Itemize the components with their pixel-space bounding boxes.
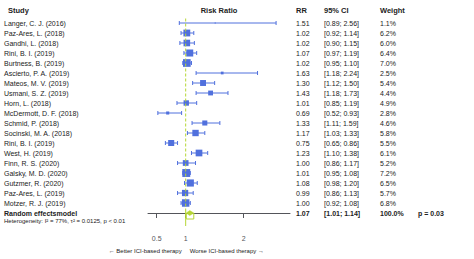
svg-text:0.75: 0.75 — [296, 140, 310, 147]
svg-text:1.02: 1.02 — [296, 30, 310, 37]
svg-text:[0.90; 1.15]: [0.90; 1.15] — [324, 40, 359, 48]
svg-text:[0.97; 1.19]: [0.97; 1.19] — [324, 50, 359, 58]
svg-text:5.2%: 5.2% — [380, 160, 396, 167]
svg-text:Random effectsmodel: Random effectsmodel — [4, 210, 77, 217]
svg-text:[1.03; 1.33]: [1.03; 1.33] — [324, 130, 359, 138]
svg-text:[1.01; 1.14]: [1.01; 1.14] — [324, 210, 360, 218]
svg-text:Motzer, R. J. (2019): Motzer, R. J. (2019) — [4, 200, 65, 208]
svg-text:1.07: 1.07 — [296, 210, 310, 217]
svg-text:0.69: 0.69 — [296, 110, 310, 117]
svg-text:Weight: Weight — [380, 6, 405, 15]
svg-text:Gandhi, L. (2018): Gandhi, L. (2018) — [4, 40, 58, 48]
svg-text:1.1%: 1.1% — [380, 20, 396, 27]
svg-text:[1.12; 1.50]: [1.12; 1.50] — [324, 80, 359, 88]
svg-text:Heterogeneity: I² = 77%, τ² =: Heterogeneity: I² = 77%, τ² = 0.0125, p … — [4, 218, 126, 224]
svg-text:[1.11; 1.59]: [1.11; 1.59] — [324, 120, 359, 128]
svg-text:1.08: 1.08 — [296, 180, 310, 187]
svg-text:7.0%: 7.0% — [380, 60, 396, 67]
svg-text:Galsky, M. D. (2020): Galsky, M. D. (2020) — [4, 170, 68, 178]
svg-text:4.6%: 4.6% — [380, 120, 396, 127]
svg-text:Usmani, S. Z. (2019): Usmani, S. Z. (2019) — [4, 90, 69, 98]
svg-text:Horn, L. (2018): Horn, L. (2018) — [4, 100, 51, 108]
svg-text:Rini, B. I. (2019): Rini, B. I. (2019) — [4, 50, 55, 58]
svg-text:1.51: 1.51 — [296, 20, 310, 27]
svg-text:95% CI: 95% CI — [324, 6, 349, 15]
svg-text:1.17: 1.17 — [296, 130, 310, 137]
svg-text:Paz-Ares, L. (2018): Paz-Ares, L. (2018) — [4, 30, 65, 38]
svg-text:7.2%: 7.2% — [380, 170, 396, 177]
svg-text:4.4%: 4.4% — [380, 90, 396, 97]
svg-text:← Better ICI-based therapy: ← Better ICI-based therapy — [109, 248, 182, 254]
svg-text:6.8%: 6.8% — [380, 200, 396, 207]
svg-text:1.01: 1.01 — [296, 170, 310, 177]
svg-text:[0.86; 1.17]: [0.86; 1.17] — [324, 160, 359, 168]
svg-text:West, H. (2019): West, H. (2019) — [4, 150, 53, 158]
svg-text:[1.10; 1.38]: [1.10; 1.38] — [324, 150, 359, 158]
svg-text:5.5%: 5.5% — [380, 140, 396, 147]
svg-text:1.00: 1.00 — [296, 160, 310, 167]
svg-text:2.5%: 2.5% — [380, 70, 396, 77]
svg-text:Langer, C. J. (2016): Langer, C. J. (2016) — [4, 20, 66, 28]
svg-text:4.9%: 4.9% — [380, 100, 396, 107]
svg-text:1.00: 1.00 — [296, 200, 310, 207]
svg-text:[0.52; 0.93]: [0.52; 0.93] — [324, 110, 359, 118]
svg-text:[0.65; 0.86]: [0.65; 0.86] — [324, 140, 359, 148]
svg-text:6.4%: 6.4% — [380, 50, 396, 57]
svg-text:1.30: 1.30 — [296, 80, 310, 87]
svg-text:[0.86; 1.13]: [0.86; 1.13] — [324, 190, 359, 198]
svg-text:[0.92; 1.08]: [0.92; 1.08] — [324, 200, 359, 208]
svg-text:1.63: 1.63 — [296, 70, 310, 77]
svg-text:[0.95; 1.10]: [0.95; 1.10] — [324, 60, 359, 68]
svg-text:Gutzmer, R. (2020): Gutzmer, R. (2020) — [4, 180, 64, 188]
svg-text:Rini, B. I. (2019): Rini, B. I. (2019) — [4, 140, 55, 148]
svg-text:1.33: 1.33 — [296, 120, 310, 127]
svg-text:Risk Ratio: Risk Ratio — [201, 6, 238, 15]
svg-text:Ascierto, P. A. (2019): Ascierto, P. A. (2019) — [4, 70, 69, 78]
svg-text:Mateos, M. V. (2019): Mateos, M. V. (2019) — [4, 80, 69, 88]
svg-text:Finn, R. S. (2020): Finn, R. S. (2020) — [4, 160, 59, 168]
svg-text:RR: RR — [296, 6, 307, 15]
svg-text:[0.85; 1.19]: [0.85; 1.19] — [324, 100, 359, 108]
svg-text:1.23: 1.23 — [296, 150, 310, 157]
svg-text:5.4%: 5.4% — [380, 80, 396, 87]
svg-text:1: 1 — [184, 235, 188, 242]
svg-text:1.02: 1.02 — [296, 60, 310, 67]
svg-text:2.8%: 2.8% — [380, 110, 396, 117]
svg-text:1.43: 1.43 — [296, 90, 310, 97]
svg-text:5.7%: 5.7% — [380, 190, 396, 197]
svg-text:0.5: 0.5 — [152, 235, 162, 242]
svg-text:McDermott, D. F. (2018): McDermott, D. F. (2018) — [4, 110, 79, 118]
svg-text:100.0%: 100.0% — [380, 210, 405, 217]
svg-text:Burtness, B. (2019): Burtness, B. (2019) — [4, 60, 64, 68]
svg-text:[0.92; 1.14]: [0.92; 1.14] — [324, 30, 359, 38]
svg-text:Worse ICI-based therapy →: Worse ICI-based therapy → — [190, 248, 264, 254]
svg-text:Schmid, P. (2018): Schmid, P. (2018) — [4, 120, 59, 128]
svg-text:6.2%: 6.2% — [380, 30, 396, 37]
svg-text:[0.89; 2.56]: [0.89; 2.56] — [324, 20, 359, 28]
svg-text:p = 0.03: p = 0.03 — [418, 210, 444, 218]
svg-text:1.02: 1.02 — [296, 40, 310, 47]
svg-text:1.07: 1.07 — [296, 50, 310, 57]
svg-text:2: 2 — [242, 235, 246, 242]
svg-text:Paz-Ares, L. (2019): Paz-Ares, L. (2019) — [4, 190, 65, 198]
svg-text:6.0%: 6.0% — [380, 40, 396, 47]
svg-text:[0.98; 1.20]: [0.98; 1.20] — [324, 180, 359, 188]
svg-text:5.8%: 5.8% — [380, 130, 396, 137]
svg-text:1.01: 1.01 — [296, 100, 310, 107]
svg-text:6.5%: 6.5% — [380, 180, 396, 187]
svg-text:6.1%: 6.1% — [380, 150, 396, 157]
svg-text:Socinski, M. A. (2018): Socinski, M. A. (2018) — [4, 130, 72, 138]
svg-text:[1.18; 2.24]: [1.18; 2.24] — [324, 70, 359, 78]
svg-text:Study: Study — [8, 6, 30, 15]
svg-text:[0.95; 1.08]: [0.95; 1.08] — [324, 170, 359, 178]
svg-text:0.99: 0.99 — [296, 190, 310, 197]
svg-text:[1.18; 1.73]: [1.18; 1.73] — [324, 90, 359, 98]
